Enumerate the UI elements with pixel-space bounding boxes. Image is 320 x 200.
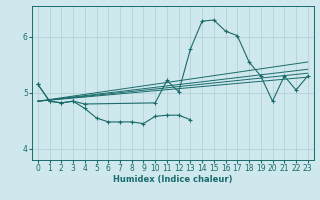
X-axis label: Humidex (Indice chaleur): Humidex (Indice chaleur) — [113, 175, 233, 184]
